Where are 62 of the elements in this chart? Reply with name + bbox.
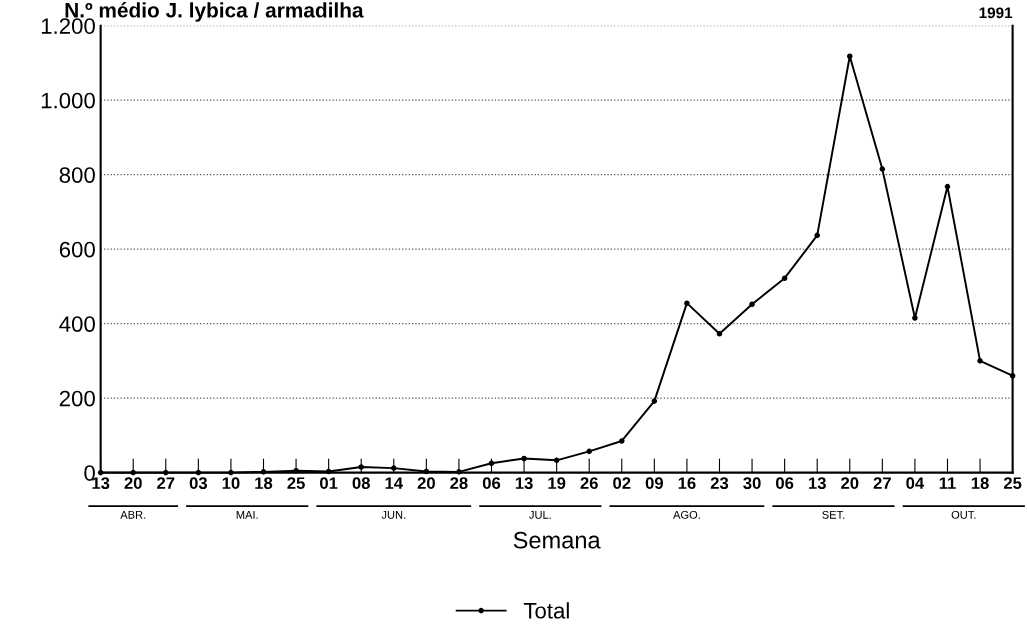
point — [912, 315, 918, 321]
x-tick-label: 16 — [678, 477, 696, 490]
y-tick-label: 600 — [59, 241, 95, 258]
point — [521, 455, 527, 462]
x-tick-label: 28 — [450, 477, 468, 490]
x-tick-label: 13 — [515, 477, 533, 490]
x-tick-label: 20 — [124, 477, 142, 490]
point — [293, 467, 299, 474]
x-tick-label: 27 — [157, 477, 175, 489]
x-tick-label: 18 — [971, 477, 989, 490]
text: JUL. — [529, 511, 551, 519]
y-tick-label: 200 — [59, 390, 95, 407]
text: AGO. — [673, 510, 700, 519]
point — [749, 301, 755, 308]
point — [846, 53, 853, 60]
text: 1991 — [979, 7, 1013, 19]
x-tick-label: 11 — [939, 477, 956, 489]
point — [618, 438, 625, 444]
x-tick-label: 03 — [189, 477, 208, 490]
legend-label: Total — [523, 602, 569, 619]
y-tick-label: 400 — [59, 316, 95, 332]
point — [716, 330, 723, 337]
point — [684, 300, 690, 306]
x-tick-label: 01 — [320, 477, 338, 490]
x-tick-label: 10 — [222, 477, 240, 490]
point — [586, 448, 592, 455]
text: OUT. — [951, 510, 976, 519]
x-tick-label: 26 — [580, 477, 598, 490]
point — [814, 232, 820, 239]
x-tick-label: 25 — [287, 477, 305, 490]
x-tick-label: 13 — [808, 477, 826, 490]
text: ABR. — [120, 511, 146, 519]
point — [651, 398, 658, 404]
text: SET. — [822, 510, 845, 519]
x-tick-label: 19 — [548, 477, 566, 490]
point — [553, 457, 560, 464]
x-tick-label: 25 — [1003, 477, 1022, 490]
x-tick-label: 14 — [385, 477, 403, 489]
x-tick-label: 06 — [776, 477, 794, 490]
x-tick-label: 02 — [613, 477, 631, 490]
x-tick-label: 18 — [255, 477, 273, 490]
x-tick-label: 23 — [710, 477, 729, 490]
point — [358, 464, 364, 470]
x-axis-title: Semana — [513, 531, 601, 549]
x-tick-label: 06 — [482, 477, 501, 490]
point — [391, 465, 397, 471]
point — [977, 358, 983, 364]
point — [879, 166, 886, 172]
point — [488, 460, 495, 467]
x-tick-label: 30 — [743, 477, 761, 490]
point — [781, 275, 788, 281]
text: JUN. — [381, 511, 406, 519]
y-tick-label: 800 — [59, 167, 95, 183]
x-tick-label: 20 — [417, 477, 435, 490]
text: MAI. — [236, 511, 258, 519]
x-tick-label: 27 — [873, 477, 891, 489]
x-tick-label: 04 — [906, 477, 925, 490]
x-tick-label: 08 — [352, 477, 370, 490]
y-tick-label: 1.000 — [41, 92, 95, 109]
x-tick-label: 09 — [645, 477, 663, 490]
point — [944, 183, 951, 190]
x-tick-label: 20 — [841, 477, 859, 490]
